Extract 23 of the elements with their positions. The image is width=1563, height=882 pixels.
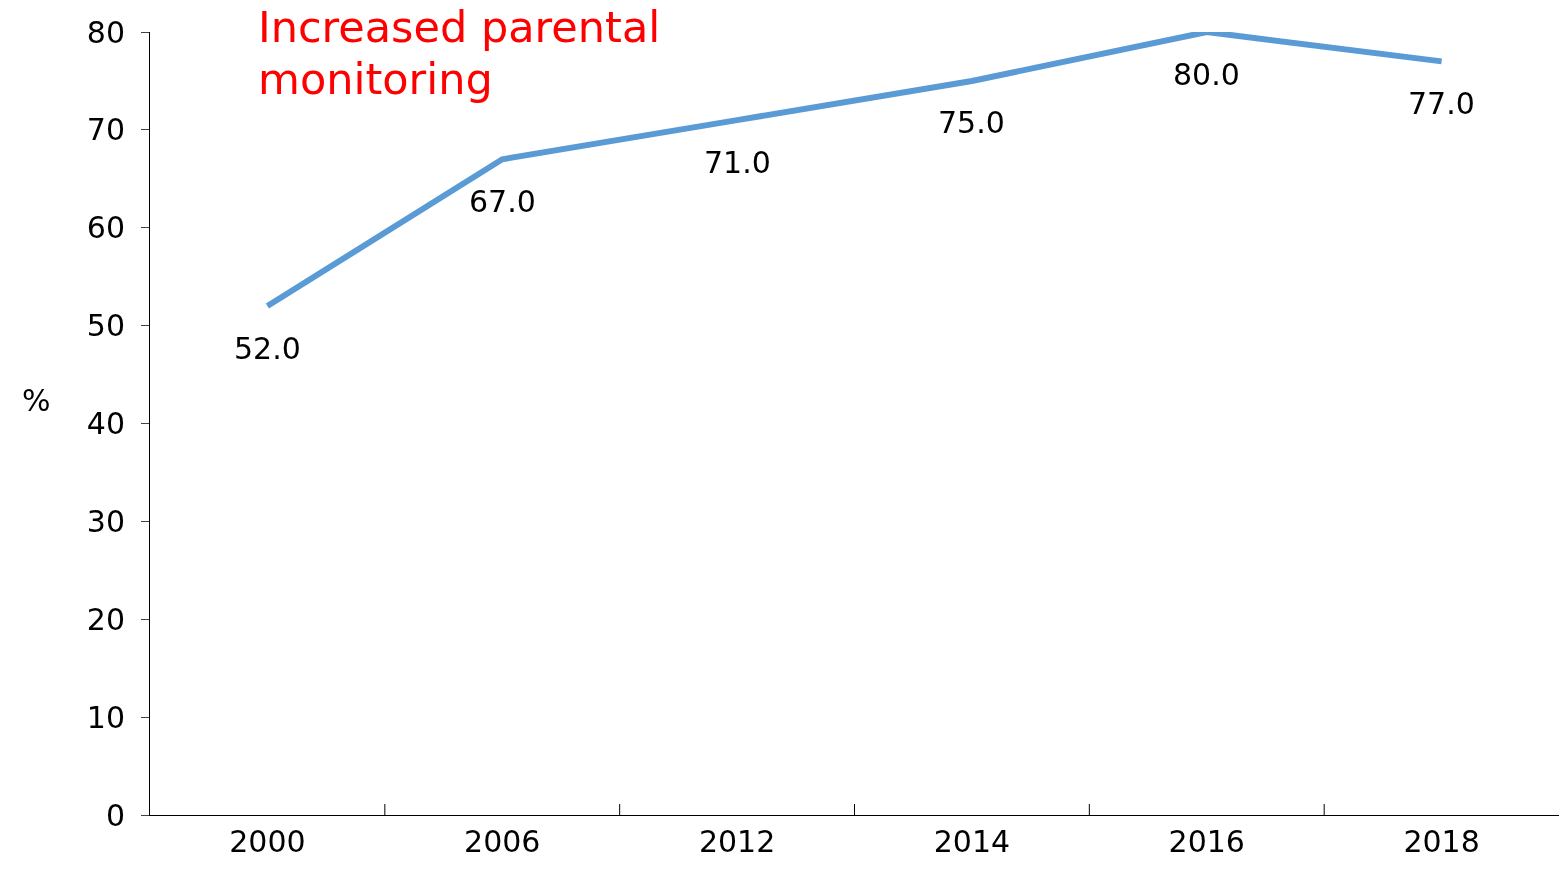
y-tick-label: 0 xyxy=(105,797,125,833)
y-tick-label: 40 xyxy=(86,406,125,441)
y-tick-label: 60 xyxy=(86,210,125,246)
y-tick-label: 20 xyxy=(86,601,125,637)
data-label: 80.0 xyxy=(1173,57,1240,92)
data-label: 52.0 xyxy=(234,331,301,366)
y-tick-label: 70 xyxy=(86,112,125,148)
y-tick-label: 80 xyxy=(86,14,125,50)
y-tick-label: 50 xyxy=(86,308,125,344)
x-tick-label: 2016 xyxy=(1168,824,1245,859)
data-label: 75.0 xyxy=(938,105,1005,140)
y-tick-label: 10 xyxy=(86,699,125,735)
x-tick-label: 2000 xyxy=(229,824,306,859)
data-label: 71.0 xyxy=(704,145,771,180)
x-tick-label: 2018 xyxy=(1403,824,1480,859)
x-tick-label: 2012 xyxy=(698,824,776,859)
y-tick-label: 30 xyxy=(86,503,125,539)
x-tick-label: 2014 xyxy=(933,824,1011,859)
data-label: 77.0 xyxy=(1408,86,1475,121)
chart-title: Increased parental monitoring xyxy=(258,2,662,106)
data-label: 67.0 xyxy=(469,184,536,219)
x-tick-label: 2006 xyxy=(464,824,541,859)
y-axis-title: % xyxy=(22,383,51,418)
